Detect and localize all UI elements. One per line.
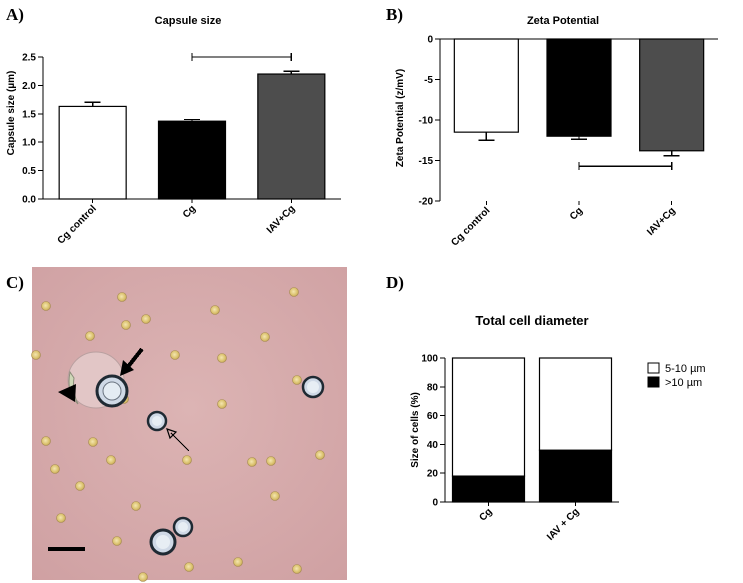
legend-swatch-5-10 — [647, 362, 660, 374]
yeast-cell-icon — [106, 455, 116, 465]
yeast-cell-icon — [233, 557, 243, 567]
bar-segment — [451, 475, 526, 503]
y-tick-label: -5 — [424, 75, 433, 86]
yeast-cell-icon — [217, 399, 227, 409]
yeast-cell-icon — [217, 353, 227, 363]
x-tick-label: Cg control — [56, 203, 99, 246]
yeast-cell-icon — [292, 564, 302, 574]
chart-title: Zeta Potential — [527, 15, 599, 27]
yeast-cell-icon — [85, 331, 95, 341]
y-tick-label: -15 — [419, 156, 434, 167]
legend-swatch-over-10 — [647, 376, 660, 388]
yeast-cell-icon — [88, 437, 98, 447]
yeast-cell-icon — [266, 456, 276, 466]
x-tick-label: IAV+Cg — [645, 205, 678, 238]
legend-label-over-10: >10 µm — [665, 377, 702, 389]
bar-segment — [538, 449, 613, 503]
panel-label-c: C) — [6, 273, 24, 292]
micrograph — [31, 267, 347, 582]
y-tick-label: 2.0 — [22, 81, 36, 92]
y-axis-label: Size of cells (%) — [410, 392, 421, 468]
yeast-cell-icon — [131, 501, 141, 511]
y-tick-label: -10 — [419, 116, 434, 127]
thick-arrow-icon — [120, 347, 144, 376]
bar — [639, 38, 705, 152]
y-tick-label: 20 — [427, 469, 439, 480]
yeast-cells — [31, 287, 325, 582]
yeast-cell-icon — [184, 562, 194, 572]
panel-label-b: B) — [386, 5, 403, 24]
yeast-cell-icon — [260, 332, 270, 342]
yeast-cell-icon — [50, 464, 60, 474]
legend: 5-10 µm >10 µm — [647, 362, 706, 389]
yeast-cell-icon — [112, 536, 122, 546]
capsule-cell-icon — [67, 351, 129, 409]
legend-label-5-10: 5-10 µm — [665, 363, 706, 375]
y-tick-label: 2.5 — [22, 53, 36, 64]
bar-segment — [451, 357, 526, 477]
chart-title: Total cell diameter — [475, 313, 588, 328]
capsule-cell-icon — [301, 375, 325, 399]
chart-zeta-potential: Zeta Potential Zeta Potential (z/mV) 0 -5… — [395, 15, 718, 248]
yeast-cell-icon — [31, 350, 41, 360]
yeast-cell-icon — [315, 450, 325, 460]
yeast-cell-icon — [170, 350, 180, 360]
bar — [546, 38, 612, 137]
y-tick-label: 0.5 — [22, 166, 36, 177]
chart-title: Capsule size — [155, 15, 222, 27]
yeast-cell-icon — [56, 513, 66, 523]
scale-bar-icon — [48, 547, 85, 551]
y-tick-label: 80 — [427, 382, 439, 393]
capsule-cell-icon — [172, 516, 194, 538]
yeast-cell-icon — [138, 572, 148, 582]
yeast-cell-icon — [182, 455, 192, 465]
thin-arrow-icon — [166, 428, 190, 452]
y-tick-label: 60 — [427, 411, 439, 422]
panel-label-a: A) — [6, 5, 24, 24]
bar — [453, 38, 519, 133]
yeast-cell-icon — [210, 305, 220, 315]
x-tick-label: Cg — [477, 506, 494, 523]
y-tick-label: 0 — [432, 498, 438, 509]
y-tick-label: 40 — [427, 440, 439, 451]
y-tick-label: -20 — [419, 197, 434, 208]
yeast-cell-icon — [247, 457, 257, 467]
y-axis-label: Zeta Potential (z/mV) — [395, 69, 406, 167]
arrowhead-icon — [58, 384, 76, 402]
yeast-cell-icon — [292, 375, 302, 385]
y-axis-label: Capsule size (µm) — [6, 71, 17, 156]
y-tick-label: 100 — [421, 354, 438, 365]
y-tick-label: 1.5 — [22, 109, 36, 120]
x-tick-label: IAV + Cg — [545, 506, 582, 543]
x-tick-label: Cg — [568, 205, 585, 222]
y-tick-label: 0.0 — [22, 195, 36, 206]
chart-capsule-size: Capsule size Capsule size (µm) 0.0 0.5 1.0… — [6, 15, 341, 246]
yeast-cell-icon — [117, 292, 127, 302]
yeast-cell-icon — [141, 314, 151, 324]
yeast-cell-icon — [270, 491, 280, 501]
bar-segment — [538, 357, 613, 451]
chart-total-cell-diameter: Total cell diameter Size of cells (%) 0 2… — [410, 313, 706, 543]
y-tick-label: 0 — [427, 35, 433, 46]
x-tick-label: Cg control — [449, 205, 492, 248]
capsule-cell-icon — [149, 528, 177, 556]
bar — [257, 73, 326, 200]
y-tick-label: 1.0 — [22, 138, 36, 149]
yeast-cell-icon — [41, 436, 51, 446]
x-tick-label: IAV+Cg — [265, 203, 298, 236]
bar — [58, 105, 127, 200]
panel-label-d: D) — [386, 273, 404, 292]
capsule-cell-icon — [146, 410, 168, 432]
yeast-cell-icon — [121, 320, 131, 330]
yeast-cell-icon — [41, 301, 51, 311]
yeast-cell-icon — [289, 287, 299, 297]
yeast-cell-icon — [75, 481, 85, 491]
x-tick-label: Cg — [181, 203, 198, 220]
bar — [157, 120, 227, 200]
